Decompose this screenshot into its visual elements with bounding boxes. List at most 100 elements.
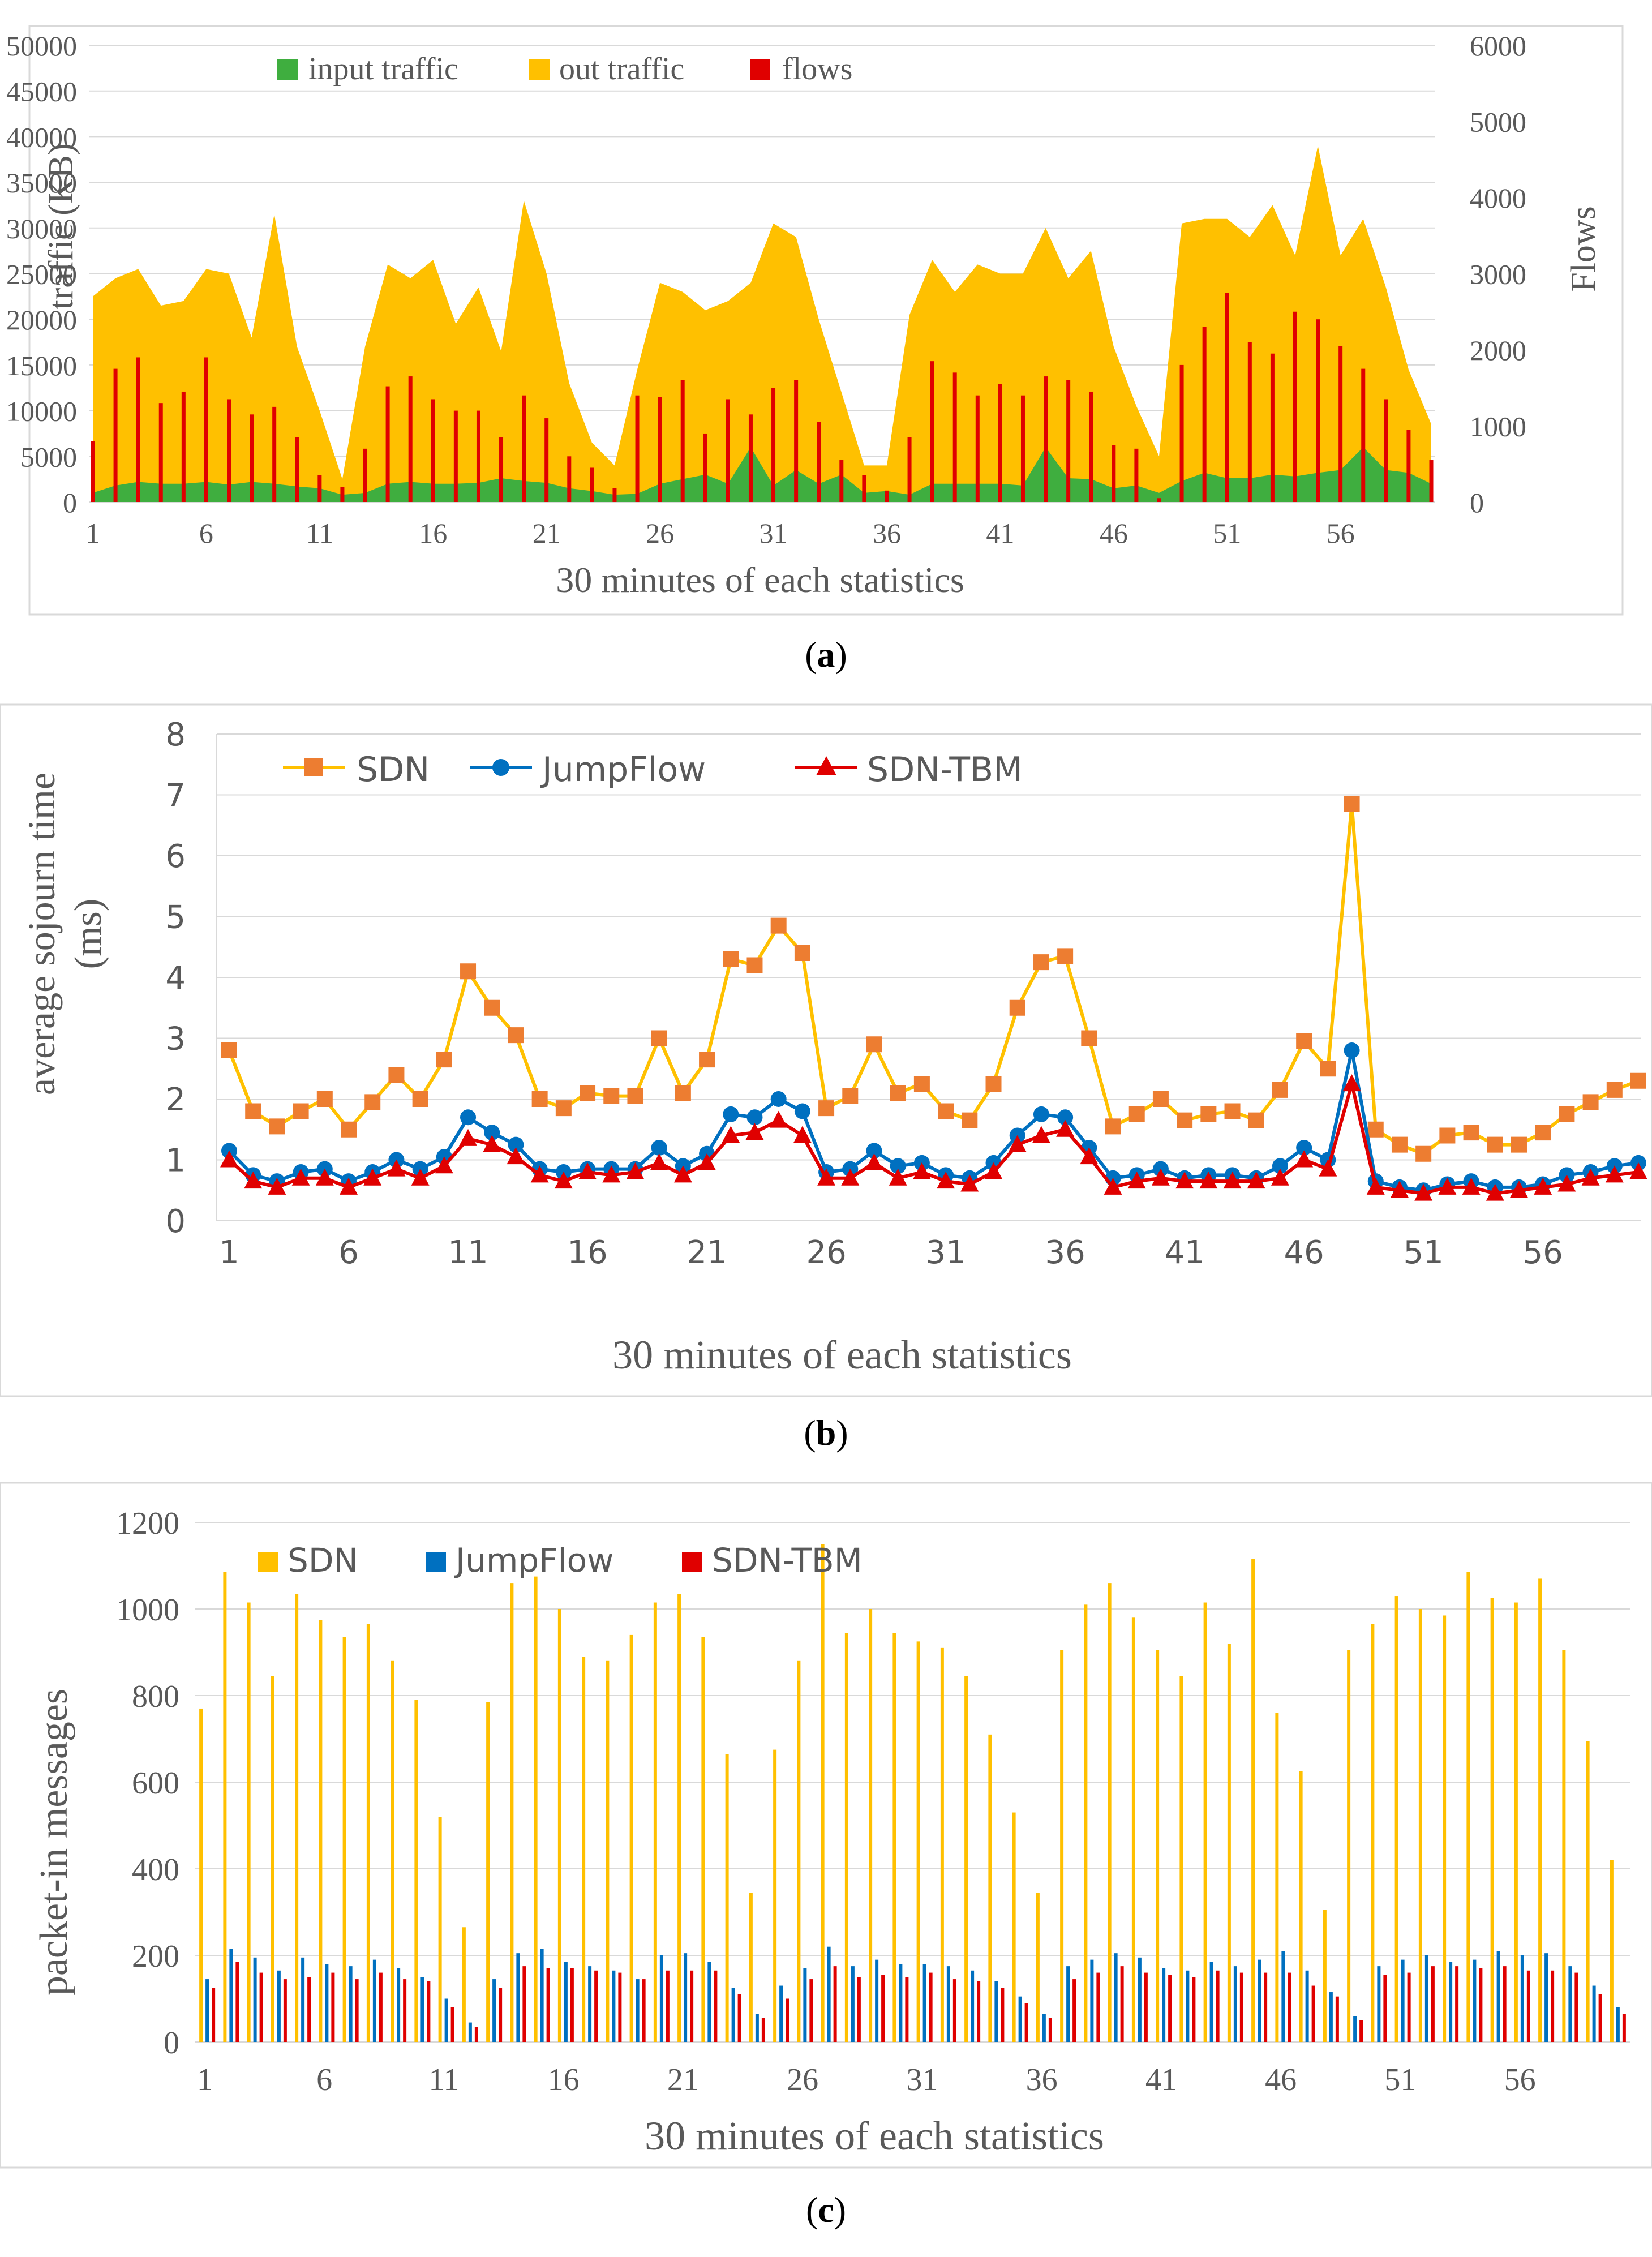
- caption-a-letter: a: [817, 634, 835, 675]
- y-tick-label: 10000: [6, 396, 77, 427]
- sdn-bar: [199, 1708, 203, 2042]
- jumpflow-bar: [1090, 1959, 1094, 2042]
- sdntbm-point: [340, 1177, 358, 1195]
- sdntbm-bar: [833, 1966, 837, 2042]
- sdn-point: [1057, 948, 1074, 964]
- x-tick-label: 51: [1213, 517, 1241, 549]
- jumpflow-bar: [277, 1970, 281, 2042]
- y-tick-label: 5: [165, 899, 186, 936]
- sdn-bar: [414, 1700, 418, 2042]
- sdntbm-point: [650, 1153, 668, 1170]
- sdntbm-point: [578, 1162, 597, 1179]
- chart-c-border: [0, 1482, 1652, 2169]
- x-tick-label: 26: [646, 517, 674, 549]
- sdn-bar: [1443, 1615, 1447, 2042]
- y-right-tick-label: 0: [1470, 487, 1484, 518]
- sdn-point: [1630, 1072, 1646, 1089]
- sdntbm-point: [745, 1123, 764, 1140]
- x-tick-label: 46: [1100, 517, 1128, 549]
- sdn-point: [1344, 796, 1360, 812]
- sdn-bar: [797, 1660, 801, 2042]
- sdntbm-bar: [1264, 1972, 1268, 2042]
- flows-bar: [1044, 376, 1048, 502]
- sdn-point: [293, 1103, 309, 1119]
- sdn-point: [794, 945, 810, 961]
- x-tick-label: 21: [667, 2062, 699, 2097]
- flows-bar: [1429, 460, 1434, 502]
- sdn-point: [1248, 1112, 1264, 1128]
- sdntbm-bar: [642, 1979, 646, 2042]
- jumpflow-bar: [205, 1979, 209, 2042]
- legend-label-flows: flows: [782, 52, 852, 87]
- flows-bar: [431, 399, 435, 502]
- sdn-bar: [1562, 1650, 1566, 2042]
- flows-bar: [703, 433, 707, 502]
- sdn-bar: [1586, 1741, 1590, 2042]
- sdn-point: [746, 957, 763, 973]
- y-right-tick-label: 5000: [1470, 106, 1526, 138]
- jumpflow-bar: [1520, 1955, 1524, 2042]
- sdn-point: [1224, 1103, 1241, 1119]
- sdn-point: [627, 1088, 643, 1104]
- sdntbm-point: [1223, 1172, 1242, 1189]
- sdntbm-bar: [881, 1975, 885, 2042]
- chart-a-legend: input traffic out traffic flows: [277, 52, 852, 87]
- flows-bar: [590, 467, 594, 502]
- flows-bar: [113, 368, 118, 502]
- sdntbm-bar: [1024, 2003, 1028, 2042]
- sdn-bar: [438, 1817, 442, 2042]
- sdntbm-point: [1175, 1172, 1194, 1189]
- sdntbm-point: [602, 1165, 621, 1183]
- sdn-point: [1439, 1127, 1456, 1144]
- sdn-bar: [1347, 1650, 1351, 2042]
- sdntbm-bar: [905, 1977, 909, 2042]
- sdntbm-point: [1366, 1177, 1385, 1195]
- sdn-point: [245, 1103, 261, 1119]
- y-tick-label: 600: [132, 1766, 179, 1801]
- sdntbm-bar: [1574, 1972, 1578, 2042]
- x-tick-label: 46: [1265, 2062, 1297, 2097]
- sdntbm-bar: [331, 1972, 335, 2042]
- legend-marker-sdntbm: [816, 756, 836, 775]
- x-tick-label: 16: [567, 1234, 607, 1271]
- jumpflow-bar: [372, 1959, 376, 2042]
- jumpflow-bar: [659, 1955, 663, 2042]
- jumpflow-bar: [468, 2022, 472, 2042]
- sdn-point: [580, 1085, 596, 1101]
- sdn-point: [603, 1088, 620, 1104]
- sdn-point: [388, 1067, 405, 1083]
- jumpflow-bar: [1592, 1985, 1596, 2042]
- x-tick-label: 6: [316, 2062, 332, 2097]
- sdn-bar: [391, 1660, 394, 2042]
- sdntbm-point: [1319, 1159, 1337, 1177]
- caption-c-letter: c: [818, 2190, 834, 2230]
- sdn-point: [1511, 1136, 1527, 1153]
- sdntbm-bar: [283, 1979, 287, 2042]
- jumpflow-bar: [875, 1959, 879, 2042]
- flows-bar: [952, 372, 957, 502]
- sdntbm-bar: [857, 1977, 861, 2042]
- sdn-bar: [1610, 1860, 1614, 2042]
- sdn-bar: [1490, 1598, 1494, 2042]
- legend-label-input: input traffic: [308, 52, 458, 87]
- flows-bar: [1134, 448, 1139, 502]
- x-tick-label: 31: [906, 2062, 938, 2097]
- sdntbm-bar: [1479, 1968, 1483, 2042]
- sdn-bar: [1036, 1893, 1040, 2042]
- x-tick-label: 46: [1284, 1234, 1324, 1271]
- sdn-bar: [606, 1660, 610, 2042]
- sdntbm-point: [268, 1177, 286, 1195]
- jumpflow-bar: [516, 1953, 520, 2042]
- flows-bar: [385, 386, 390, 502]
- jumpflow-bar: [420, 1977, 424, 2042]
- chart-c-legend: SDN JumpFlow SDN-TBM: [258, 1541, 863, 1580]
- y-right-tick-label: 1000: [1470, 411, 1526, 443]
- sdntbm-point: [1008, 1135, 1027, 1152]
- x-tick-label: 31: [925, 1234, 966, 1271]
- flows-bar: [136, 357, 140, 502]
- chart-b-border: [0, 703, 1652, 1397]
- sdntbm-point: [1127, 1172, 1146, 1189]
- sdn-bar: [271, 1676, 274, 2042]
- sdn-point: [675, 1085, 691, 1101]
